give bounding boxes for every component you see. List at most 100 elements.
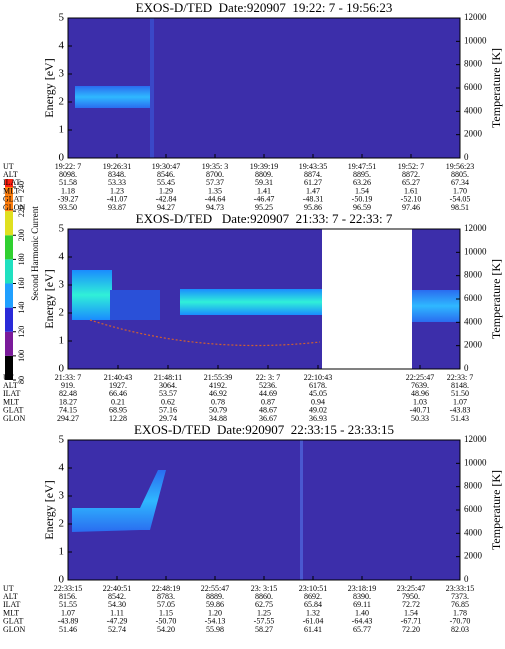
table-cell: 0.87 bbox=[261, 397, 275, 406]
table-cell: 22:48:19 bbox=[152, 584, 180, 593]
table-cell: -46.47 bbox=[254, 195, 275, 204]
colorbar-tick-label: 160 bbox=[17, 278, 26, 290]
table-cell: 93.87 bbox=[108, 203, 126, 212]
table-cell: 8542. bbox=[108, 592, 126, 601]
table-cell: 69.11 bbox=[353, 600, 371, 609]
y2-tick-label: 4000 bbox=[464, 527, 483, 537]
table-cell: -40.71 bbox=[410, 406, 431, 415]
table-cell: 21:48:11 bbox=[154, 373, 182, 382]
table-cell: 1.03 bbox=[413, 397, 427, 406]
table-cell: 95.25 bbox=[255, 203, 273, 212]
colorbar-cell bbox=[5, 307, 13, 332]
table-cell: -42.84 bbox=[156, 195, 177, 204]
table-cell: 51.50 bbox=[451, 389, 469, 398]
table-cell: 19:43:35 bbox=[299, 162, 327, 171]
colorbar-tick-label: 120 bbox=[17, 326, 26, 338]
y2-tick-label: 4000 bbox=[464, 316, 483, 326]
y2-tick-label: 0 bbox=[464, 574, 469, 584]
table-cell: 50.79 bbox=[209, 406, 227, 415]
row-label: MLT bbox=[3, 608, 19, 617]
spectrogram-band bbox=[180, 289, 322, 315]
table-cell: 19:35: 3 bbox=[202, 162, 228, 171]
table-cell: 22:33: 7 bbox=[447, 373, 473, 382]
y-tick-label: 0 bbox=[59, 152, 65, 164]
row-label: UT bbox=[3, 373, 14, 382]
row-label: GLON bbox=[3, 414, 25, 423]
spectrogram-band bbox=[72, 270, 112, 320]
row-label: ALT bbox=[3, 592, 18, 601]
colorbar-tick-label: 240 bbox=[17, 181, 26, 193]
row-label: ALT bbox=[3, 170, 18, 179]
y2-tick-label: 6000 bbox=[464, 82, 483, 92]
table-cell: 12.28 bbox=[109, 414, 127, 423]
table-cell: -47.29 bbox=[107, 617, 128, 626]
row-label: GLAT bbox=[3, 617, 24, 626]
table-cell: 51.55 bbox=[59, 600, 77, 609]
y-tick-label: 5 bbox=[59, 12, 65, 24]
table-cell: -57.55 bbox=[254, 617, 275, 626]
table-cell: 54.30 bbox=[108, 600, 126, 609]
row-label: GLAT bbox=[3, 195, 24, 204]
y2-tick-label: 12000 bbox=[464, 12, 487, 22]
table-cell: 59.86 bbox=[206, 600, 224, 609]
row-label: GLAT bbox=[3, 406, 24, 415]
colorbar-cell bbox=[5, 187, 13, 212]
y-tick-label: 3 bbox=[59, 68, 65, 80]
table-cell: 6178. bbox=[309, 381, 327, 390]
y-tick-label: 2 bbox=[59, 307, 65, 319]
table-cell: 21:40:43 bbox=[104, 373, 132, 382]
table-cell: 1.35 bbox=[208, 186, 222, 195]
spectrogram-streak bbox=[150, 18, 154, 158]
table-cell: 19:22: 7 bbox=[55, 162, 81, 171]
y-tick-label: 0 bbox=[59, 363, 65, 375]
table-cell: 51.58 bbox=[59, 178, 77, 187]
table-cell: 55.98 bbox=[206, 625, 224, 634]
row-label: ILAT bbox=[3, 178, 20, 187]
table-cell: 8895. bbox=[353, 170, 371, 179]
table-cell: -39.27 bbox=[58, 195, 79, 204]
spectrogram-band bbox=[110, 290, 160, 320]
table-cell: 919. bbox=[61, 381, 75, 390]
table-cell: 1.78 bbox=[453, 608, 467, 617]
row-label: GLON bbox=[3, 625, 25, 634]
table-cell: 21:55:39 bbox=[204, 373, 232, 382]
y2-tick-label: 8000 bbox=[464, 270, 483, 280]
table-cell: 19:26:31 bbox=[103, 162, 131, 171]
table-cell: 98.51 bbox=[451, 203, 469, 212]
y2-tick-label: 2000 bbox=[464, 129, 483, 139]
table-cell: 22:55:47 bbox=[201, 584, 229, 593]
table-cell: 1.25 bbox=[257, 608, 271, 617]
table-cell: 93.50 bbox=[59, 203, 77, 212]
table-cell: 61.27 bbox=[304, 178, 322, 187]
table-cell: 7950. bbox=[402, 592, 420, 601]
colorbar-tick-label: 180 bbox=[17, 253, 26, 265]
table-cell: 8872. bbox=[402, 170, 420, 179]
table-cell: 1.23 bbox=[110, 186, 124, 195]
table-cell: -52.10 bbox=[401, 195, 422, 204]
table-cell: 19:47:51 bbox=[348, 162, 376, 171]
table-cell: 19:52: 7 bbox=[398, 162, 424, 171]
table-cell: -64.43 bbox=[352, 617, 373, 626]
y-tick-label: 1 bbox=[59, 546, 65, 558]
y-tick-label: 2 bbox=[59, 96, 65, 108]
table-cell: 72.20 bbox=[402, 625, 420, 634]
table-cell: 3064. bbox=[159, 381, 177, 390]
table-cell: 48.96 bbox=[411, 389, 429, 398]
table-cell: 50.33 bbox=[411, 414, 429, 423]
table-cell: 8098. bbox=[59, 170, 77, 179]
table-cell: 57.37 bbox=[206, 178, 224, 187]
table-cell: 51.43 bbox=[451, 414, 469, 423]
panel-title: EXOS-D/TED Date:920907 22:33:15 - 23:33:… bbox=[134, 422, 394, 437]
colorbar-cell bbox=[5, 211, 13, 236]
table-cell: 82.03 bbox=[451, 625, 469, 634]
y-tick-label: 2 bbox=[59, 518, 65, 530]
table-cell: 7373. bbox=[451, 592, 469, 601]
table-cell: 62.75 bbox=[255, 600, 273, 609]
table-cell: 63.26 bbox=[353, 178, 371, 187]
table-cell: 23: 3:15 bbox=[251, 584, 277, 593]
table-cell: -54.05 bbox=[450, 195, 471, 204]
table-cell: 23:18:19 bbox=[348, 584, 376, 593]
table-cell: 18.27 bbox=[59, 397, 77, 406]
table-cell: 51.46 bbox=[59, 625, 77, 634]
